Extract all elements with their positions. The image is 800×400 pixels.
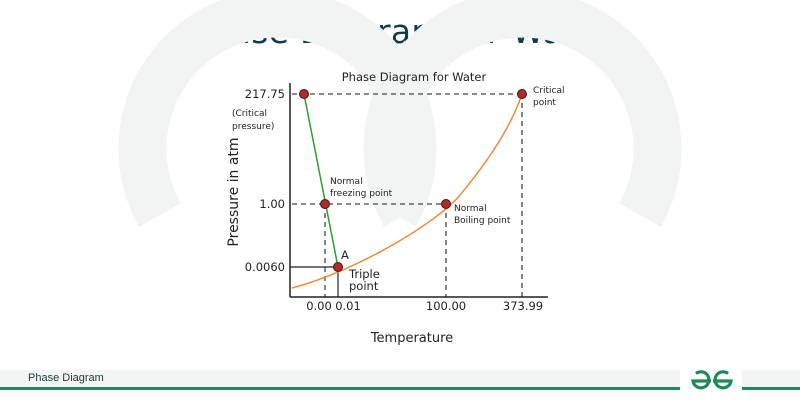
x-tick-2: 100.00 (426, 299, 466, 313)
x-tick-0: 0.00 (306, 299, 332, 313)
gfg-logo-icon (691, 370, 733, 390)
y-tick-critical: 217.75 (245, 87, 285, 101)
x-tick-1: 0.01 (335, 299, 361, 313)
x-tick-3: 373.99 (503, 299, 543, 313)
watermark-logo (118, 0, 682, 227)
vaporization-curve (291, 93, 523, 289)
freezing-point (320, 199, 330, 209)
boiling-label-1: Normal (454, 204, 487, 214)
triple-label-2: point (349, 279, 379, 293)
footer-line (0, 387, 680, 390)
axes (289, 83, 548, 298)
triple-label-1: Triple (348, 267, 380, 281)
y-tick-critical-sub1: (Critical (232, 109, 267, 119)
footer-line-right (742, 387, 800, 390)
critical-label-1: Critical (533, 86, 564, 96)
footer-bar (0, 370, 680, 387)
critical-point (517, 89, 527, 99)
data-points (299, 89, 527, 272)
triple-point (333, 262, 343, 272)
boiling-label-2: Boiling point (454, 216, 511, 226)
y-tick-one: 1.00 (259, 197, 285, 211)
inner-title: Phase Diagram for Water (342, 70, 487, 84)
critical-label-2: point (533, 98, 556, 108)
guide-lines (292, 93, 523, 297)
y-tick-critical-sub2: pressure) (232, 122, 274, 132)
y-tick-triple: 0.0060 (245, 260, 285, 274)
footer-right-bar (742, 370, 800, 387)
x-axis-label: Temperature (370, 331, 453, 346)
freezing-label-2: freezing point (330, 189, 393, 199)
fusion-curve (303, 93, 339, 268)
footer-label: Phase Diagram (28, 372, 104, 384)
triple-marker: A (341, 248, 349, 262)
y-axis-label: Pressure in atm (226, 137, 242, 246)
critical-pressure-point (299, 89, 309, 99)
freezing-label-1: Normal (330, 177, 363, 187)
boiling-point (441, 199, 451, 209)
